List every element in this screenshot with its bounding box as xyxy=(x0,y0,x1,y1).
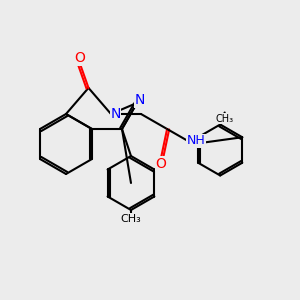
Text: N: N xyxy=(110,107,121,121)
Text: O: O xyxy=(74,51,85,65)
Text: CH₃: CH₃ xyxy=(121,214,141,224)
Text: N: N xyxy=(135,93,145,107)
Text: O: O xyxy=(156,157,167,170)
Text: CH₃: CH₃ xyxy=(216,113,234,124)
Text: NH: NH xyxy=(187,134,206,148)
